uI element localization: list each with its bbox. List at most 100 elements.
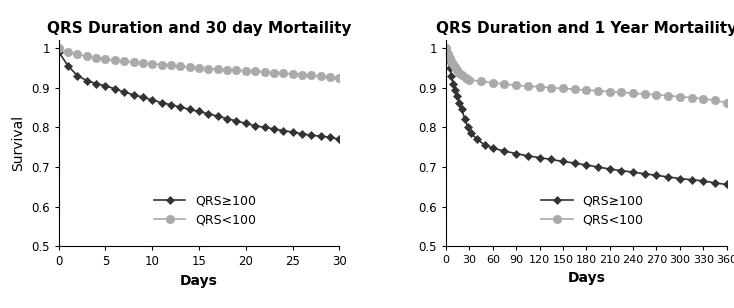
QRS<100 <box>446 56 454 60</box>
QRS<100 <box>279 71 288 75</box>
QRS<100 <box>251 70 260 73</box>
QRS<100 <box>450 65 459 69</box>
Legend: QRS≥100, QRS<100: QRS≥100, QRS<100 <box>537 190 649 232</box>
Line: QRS≥100: QRS≥100 <box>443 45 730 187</box>
QRS≥100 <box>473 137 482 141</box>
QRS≥100 <box>453 94 462 97</box>
QRS≥100 <box>129 93 138 97</box>
QRS<100 <box>457 74 466 77</box>
QRS<100 <box>307 74 316 77</box>
QRS<100 <box>335 76 344 80</box>
QRS≥100 <box>101 84 110 87</box>
QRS<100 <box>101 57 110 61</box>
QRS<100 <box>444 52 453 56</box>
QRS<100 <box>711 99 719 102</box>
X-axis label: Days: Days <box>180 274 218 288</box>
QRS<100 <box>448 62 457 66</box>
QRS<100 <box>129 60 138 64</box>
QRS≥100 <box>467 132 476 135</box>
QRS≥100 <box>664 175 672 179</box>
QRS≥100 <box>722 183 731 186</box>
QRS≥100 <box>547 158 556 161</box>
QRS≥100 <box>535 156 544 159</box>
QRS≥100 <box>582 163 591 167</box>
QRS≥100 <box>460 117 469 120</box>
QRS≥100 <box>157 101 166 105</box>
QRS≥100 <box>204 112 213 116</box>
QRS<100 <box>120 59 128 63</box>
QRS≥100 <box>457 107 466 111</box>
QRS<100 <box>629 91 638 95</box>
QRS<100 <box>523 84 532 88</box>
QRS≥100 <box>699 179 708 183</box>
QRS<100 <box>570 87 579 91</box>
QRS<100 <box>500 82 509 86</box>
QRS<100 <box>447 60 456 63</box>
QRS≥100 <box>481 143 490 147</box>
QRS<100 <box>214 67 222 71</box>
QRS<100 <box>176 64 185 68</box>
QRS≥100 <box>335 137 344 141</box>
Legend: QRS≥100, QRS<100: QRS≥100, QRS<100 <box>149 190 261 232</box>
QRS<100 <box>594 89 603 93</box>
QRS<100 <box>617 91 626 94</box>
QRS≥100 <box>307 133 316 137</box>
QRS<100 <box>232 68 241 72</box>
QRS<100 <box>241 69 250 73</box>
QRS≥100 <box>64 64 73 68</box>
QRS<100 <box>582 88 591 92</box>
QRS≥100 <box>260 125 269 129</box>
QRS<100 <box>110 59 119 62</box>
QRS<100 <box>139 61 148 65</box>
QRS≥100 <box>326 136 335 139</box>
QRS<100 <box>699 97 708 101</box>
Title: QRS Duration and 1 Year Mortaility: QRS Duration and 1 Year Mortaility <box>436 21 734 36</box>
QRS≥100 <box>640 172 649 176</box>
QRS<100 <box>687 96 696 99</box>
QRS<100 <box>92 56 101 60</box>
QRS≥100 <box>110 87 119 91</box>
QRS<100 <box>204 67 213 71</box>
QRS<100 <box>288 72 297 76</box>
QRS≥100 <box>675 177 684 180</box>
QRS<100 <box>675 95 684 99</box>
QRS≥100 <box>559 160 567 163</box>
QRS≥100 <box>297 132 306 136</box>
QRS≥100 <box>185 107 194 111</box>
QRS<100 <box>269 71 278 75</box>
QRS≥100 <box>269 127 278 131</box>
QRS≥100 <box>73 74 81 78</box>
QRS<100 <box>461 76 470 80</box>
QRS≥100 <box>442 46 451 50</box>
QRS<100 <box>652 93 661 97</box>
QRS<100 <box>547 86 556 90</box>
Y-axis label: Survival: Survival <box>12 115 26 171</box>
QRS<100 <box>535 85 544 89</box>
QRS<100 <box>297 73 306 76</box>
QRS≥100 <box>606 167 614 171</box>
QRS≥100 <box>214 114 222 118</box>
QRS≥100 <box>222 117 231 120</box>
QRS<100 <box>606 90 614 94</box>
QRS<100 <box>64 50 73 54</box>
QRS<100 <box>82 55 91 58</box>
QRS≥100 <box>148 98 156 102</box>
QRS<100 <box>512 83 520 87</box>
QRS<100 <box>167 63 175 67</box>
QRS<100 <box>442 46 451 50</box>
QRS≥100 <box>448 82 457 86</box>
QRS<100 <box>73 52 81 56</box>
Line: QRS<100: QRS<100 <box>442 44 731 107</box>
QRS≥100 <box>711 181 719 185</box>
QRS<100 <box>54 46 63 50</box>
QRS<100 <box>465 78 474 82</box>
QRS≥100 <box>446 66 454 70</box>
QRS<100 <box>453 68 462 72</box>
QRS≥100 <box>176 105 185 109</box>
QRS≥100 <box>139 95 148 99</box>
QRS<100 <box>488 81 497 85</box>
QRS≥100 <box>82 79 91 82</box>
QRS≥100 <box>232 119 241 123</box>
QRS≥100 <box>652 173 661 177</box>
QRS<100 <box>316 74 325 78</box>
